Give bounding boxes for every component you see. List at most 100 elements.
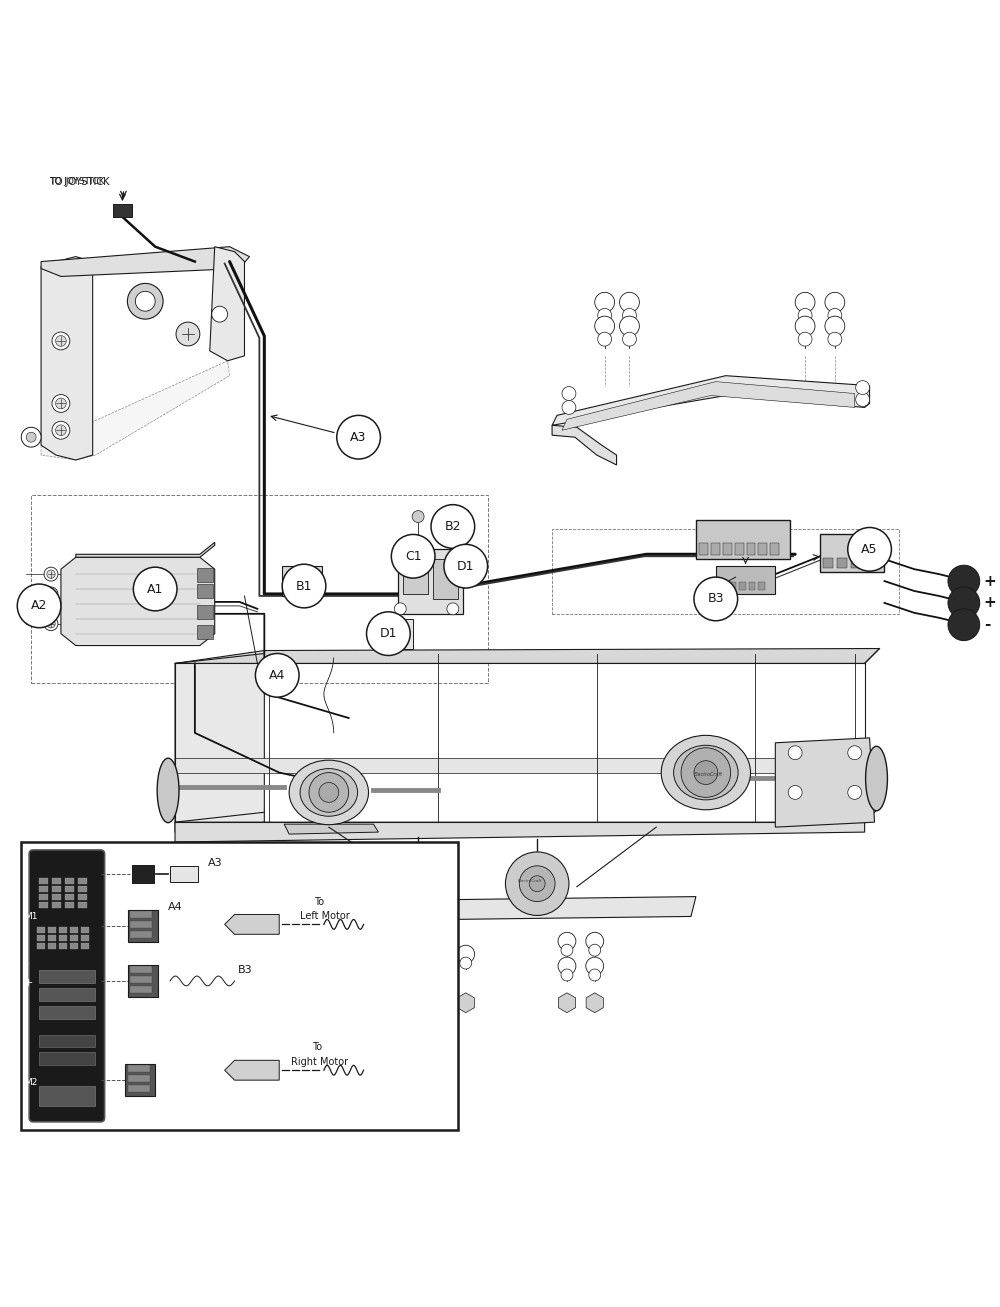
FancyBboxPatch shape	[78, 886, 87, 891]
Circle shape	[337, 416, 380, 459]
Text: B1: B1	[296, 579, 312, 592]
Circle shape	[56, 399, 66, 409]
FancyBboxPatch shape	[59, 928, 67, 933]
Circle shape	[135, 291, 155, 311]
Circle shape	[586, 957, 604, 975]
FancyBboxPatch shape	[837, 558, 847, 569]
FancyBboxPatch shape	[398, 549, 463, 614]
FancyBboxPatch shape	[65, 894, 74, 899]
Circle shape	[309, 772, 349, 812]
Circle shape	[795, 316, 815, 336]
Polygon shape	[175, 648, 880, 664]
Circle shape	[26, 433, 36, 442]
FancyBboxPatch shape	[52, 902, 61, 907]
Text: B3: B3	[708, 592, 724, 605]
Text: -: -	[984, 617, 990, 633]
FancyBboxPatch shape	[65, 878, 74, 884]
FancyBboxPatch shape	[81, 928, 89, 933]
Circle shape	[52, 395, 70, 413]
Circle shape	[56, 425, 66, 435]
Circle shape	[212, 306, 228, 322]
FancyBboxPatch shape	[446, 510, 468, 529]
Polygon shape	[76, 542, 215, 557]
Text: C1: C1	[405, 550, 421, 563]
Circle shape	[410, 536, 426, 553]
Circle shape	[623, 308, 636, 323]
FancyBboxPatch shape	[39, 894, 48, 899]
Circle shape	[589, 944, 601, 957]
FancyBboxPatch shape	[125, 1064, 155, 1097]
FancyBboxPatch shape	[39, 988, 95, 1001]
Circle shape	[561, 968, 573, 982]
FancyBboxPatch shape	[21, 842, 458, 1129]
FancyBboxPatch shape	[39, 1086, 95, 1106]
Polygon shape	[210, 247, 244, 361]
Circle shape	[44, 567, 58, 582]
FancyBboxPatch shape	[735, 544, 744, 555]
Text: D1: D1	[380, 627, 397, 640]
Circle shape	[595, 316, 615, 336]
Circle shape	[681, 748, 731, 797]
FancyBboxPatch shape	[70, 936, 78, 941]
FancyBboxPatch shape	[197, 625, 213, 639]
Polygon shape	[175, 758, 865, 772]
Polygon shape	[225, 915, 279, 935]
Text: TO JOYSTICK: TO JOYSTICK	[49, 178, 110, 187]
FancyBboxPatch shape	[305, 582, 310, 592]
FancyBboxPatch shape	[39, 1035, 95, 1047]
FancyBboxPatch shape	[130, 911, 152, 919]
Circle shape	[598, 332, 612, 346]
FancyBboxPatch shape	[37, 936, 45, 941]
Circle shape	[519, 865, 555, 902]
Text: +: +	[24, 978, 34, 988]
Circle shape	[798, 332, 812, 346]
Ellipse shape	[661, 736, 751, 810]
Text: -: -	[24, 958, 28, 968]
Text: A3: A3	[208, 857, 222, 868]
FancyBboxPatch shape	[747, 544, 755, 555]
FancyBboxPatch shape	[128, 1065, 150, 1072]
Circle shape	[176, 322, 200, 346]
Circle shape	[620, 316, 639, 336]
FancyBboxPatch shape	[373, 618, 413, 648]
FancyBboxPatch shape	[128, 911, 158, 942]
Circle shape	[856, 380, 870, 395]
Text: +: +	[984, 574, 996, 588]
Circle shape	[798, 308, 812, 323]
Circle shape	[788, 786, 802, 800]
Circle shape	[410, 874, 426, 890]
Polygon shape	[61, 557, 215, 646]
Circle shape	[795, 293, 815, 312]
Circle shape	[432, 957, 444, 968]
Circle shape	[529, 876, 545, 891]
FancyBboxPatch shape	[130, 932, 152, 938]
FancyBboxPatch shape	[65, 886, 74, 891]
FancyBboxPatch shape	[39, 902, 48, 907]
FancyBboxPatch shape	[823, 558, 833, 569]
Polygon shape	[562, 382, 855, 430]
FancyBboxPatch shape	[70, 928, 78, 933]
Polygon shape	[284, 825, 378, 834]
Circle shape	[948, 587, 980, 618]
Text: ElectroCraft: ElectroCraft	[398, 877, 423, 881]
FancyBboxPatch shape	[59, 944, 67, 949]
FancyBboxPatch shape	[70, 944, 78, 949]
FancyBboxPatch shape	[130, 976, 152, 983]
Circle shape	[52, 332, 70, 350]
Text: A4: A4	[168, 903, 183, 912]
Circle shape	[319, 783, 339, 802]
Polygon shape	[552, 375, 870, 425]
FancyBboxPatch shape	[48, 944, 56, 949]
FancyBboxPatch shape	[770, 544, 779, 555]
FancyBboxPatch shape	[719, 582, 726, 589]
Circle shape	[848, 786, 862, 800]
Text: M2: M2	[24, 1078, 38, 1086]
Circle shape	[44, 587, 58, 601]
Polygon shape	[175, 654, 264, 833]
FancyBboxPatch shape	[699, 544, 708, 555]
FancyBboxPatch shape	[39, 1006, 95, 1018]
Circle shape	[558, 932, 576, 950]
Text: TO JOYSTICK: TO JOYSTICK	[49, 178, 105, 186]
Circle shape	[948, 609, 980, 640]
FancyBboxPatch shape	[403, 559, 428, 593]
